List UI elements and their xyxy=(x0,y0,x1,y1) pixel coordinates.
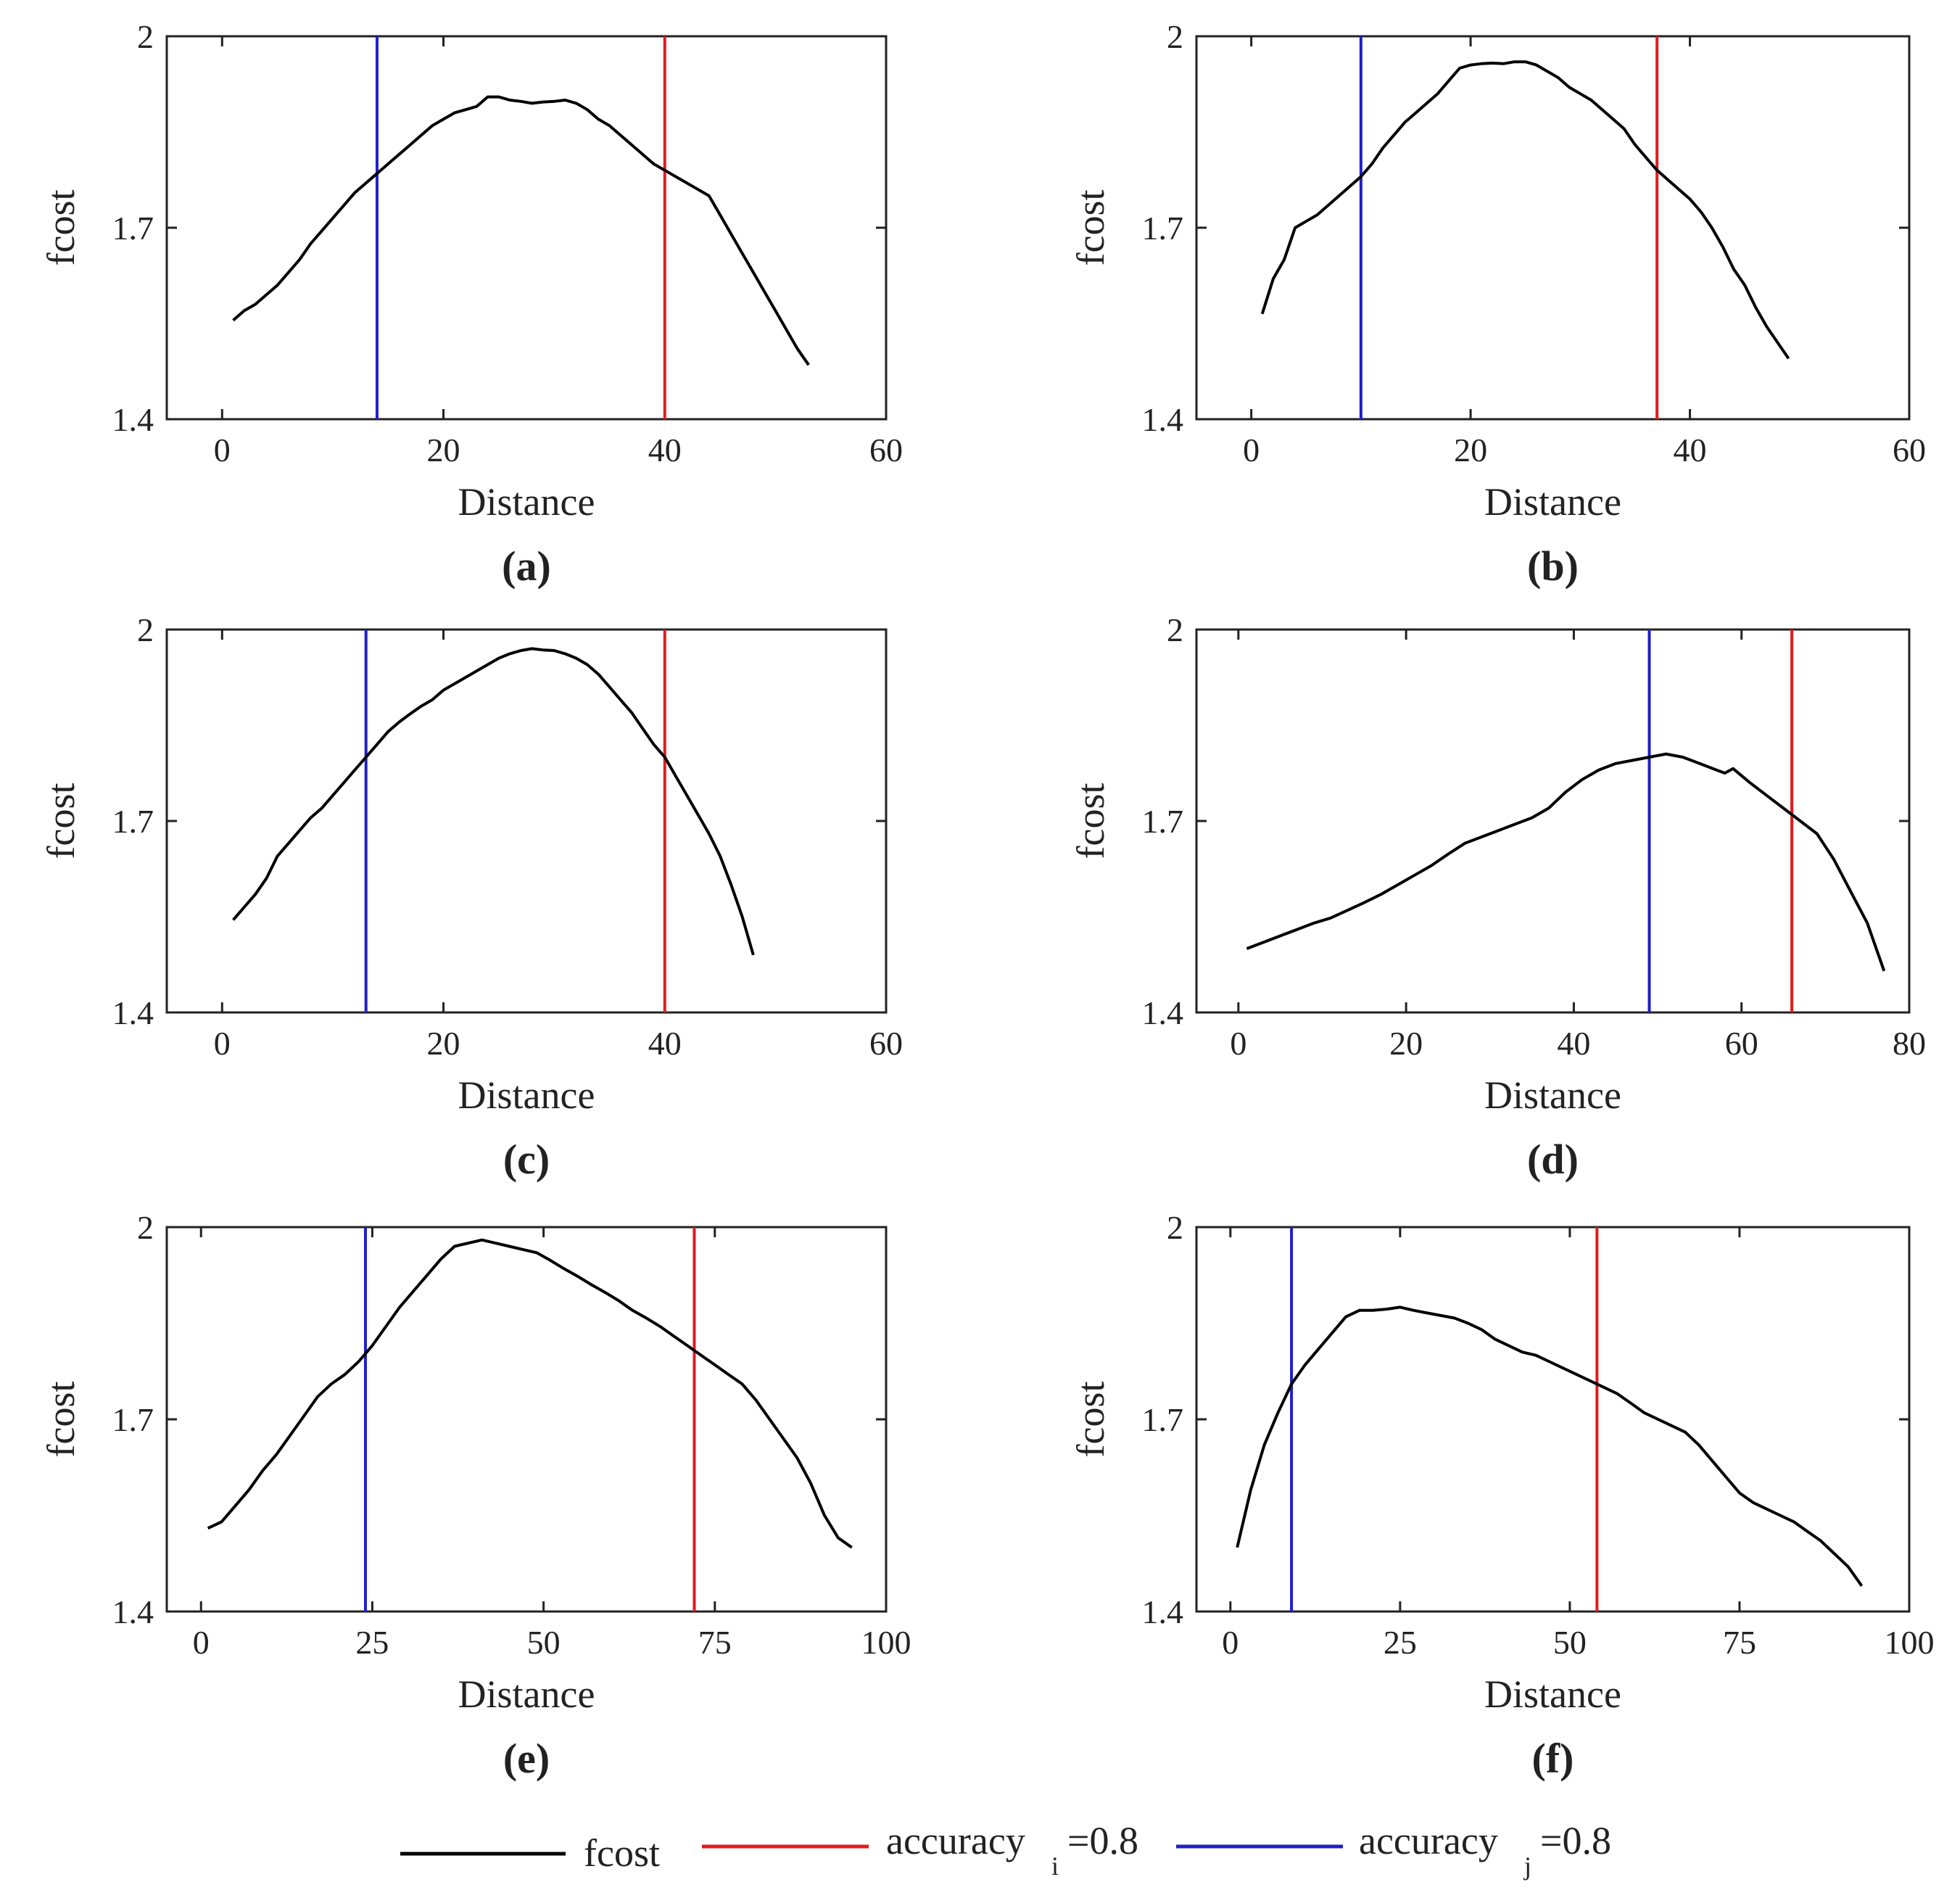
x-tick-label: 20 xyxy=(1389,1025,1423,1062)
y-axis-label: fcost xyxy=(1069,190,1112,266)
y-tick-label: 1.7 xyxy=(1142,803,1184,840)
x-tick-label: 50 xyxy=(1553,1624,1587,1661)
y-tick-label: 1.7 xyxy=(112,803,154,840)
y-tick-label: 1.7 xyxy=(112,1401,154,1438)
x-tick-label: 25 xyxy=(355,1624,389,1661)
y-tick-label: 1.4 xyxy=(112,1593,154,1630)
fcost-series-line xyxy=(207,1238,853,1549)
x-tick-label: 50 xyxy=(527,1624,561,1661)
x-tick-label: 100 xyxy=(861,1624,911,1661)
panel-label: (a) xyxy=(502,542,551,590)
axes-box xyxy=(165,1226,888,1613)
x-axis-label: Distance xyxy=(1484,480,1621,524)
x-tick-label: 0 xyxy=(1230,1025,1246,1062)
x-tick-label: 40 xyxy=(1674,432,1707,469)
x-tick-label: 100 xyxy=(1885,1624,1935,1661)
x-tick-label: 60 xyxy=(1893,432,1926,469)
axes-box xyxy=(1195,1226,1911,1613)
y-tick-label: 1.4 xyxy=(1142,1593,1184,1630)
y-tick-label: 2 xyxy=(1167,1209,1183,1246)
x-tick-label: 0 xyxy=(214,1025,231,1062)
y-tick-label: 2 xyxy=(1167,18,1183,55)
fcost-series-line xyxy=(1236,1305,1864,1587)
panel-label: (e) xyxy=(503,1735,550,1782)
x-tick-label: 20 xyxy=(427,432,460,469)
y-axis-label: fcost xyxy=(39,783,83,859)
x-axis-label: Distance xyxy=(1484,1073,1621,1117)
x-tick-label: 0 xyxy=(214,432,231,469)
y-axis-label: fcost xyxy=(1069,783,1112,859)
fcost-series-line xyxy=(1246,752,1886,972)
x-tick-label: 40 xyxy=(1557,1025,1590,1062)
x-tick-label: 60 xyxy=(869,1025,903,1062)
legend-accuracy-j-value: =0.8 xyxy=(1540,1819,1611,1862)
y-tick-label: 1.7 xyxy=(1142,210,1184,247)
panel-c: 0 20 40 60 1.4 1.7 2 Distance fcost (c) xyxy=(39,611,903,1183)
y-tick-label: 1.4 xyxy=(1142,994,1184,1031)
x-tick-label: 40 xyxy=(648,432,682,469)
legend-accuracy-j-subscript: j xyxy=(1523,1852,1531,1881)
panel-f: 0 25 50 75 100 1.4 1.7 2 Distance fcost (f) xyxy=(1069,1209,1935,1782)
legend: fcost accuracy i =0.8 accuracy j =0.8 xyxy=(400,1819,1611,1881)
axes-box xyxy=(1195,35,1911,421)
legend-accuracy-i-label: accuracy xyxy=(886,1819,1025,1862)
fcost-series-line xyxy=(232,647,755,956)
y-tick-label: 1.7 xyxy=(112,210,154,247)
y-axis-label: fcost xyxy=(39,190,83,266)
x-axis-label: Distance xyxy=(458,1672,595,1716)
x-axis-label: Distance xyxy=(1484,1672,1621,1716)
x-tick-label: 40 xyxy=(648,1025,682,1062)
y-tick-label: 1.7 xyxy=(1142,1401,1184,1438)
x-tick-label: 75 xyxy=(1723,1624,1756,1661)
x-tick-label: 0 xyxy=(193,1624,210,1661)
x-axis-label: Distance xyxy=(458,480,595,524)
panel-e: 0 25 50 75 100 1.4 1.7 2 Distance fcost (e) xyxy=(39,1209,911,1782)
x-tick-label: 20 xyxy=(427,1025,460,1062)
x-tick-label: 20 xyxy=(1454,432,1487,469)
x-tick-label: 0 xyxy=(1222,1624,1239,1661)
y-tick-label: 2 xyxy=(137,611,154,648)
panel-label: (c) xyxy=(503,1136,550,1183)
x-axis-label: Distance xyxy=(458,1073,595,1117)
y-tick-label: 2 xyxy=(137,18,154,55)
y-tick-label: 1.4 xyxy=(1142,401,1184,438)
legend-accuracy-j-label: accuracy xyxy=(1359,1819,1498,1862)
x-tick-label: 80 xyxy=(1893,1025,1926,1062)
axes-box xyxy=(165,35,888,421)
fcost-series-line xyxy=(1260,60,1790,360)
y-axis-label: fcost xyxy=(1069,1382,1112,1458)
x-tick-label: 0 xyxy=(1243,432,1260,469)
y-tick-label: 1.4 xyxy=(112,401,154,438)
fcost-series-line xyxy=(232,95,810,366)
y-axis-label: fcost xyxy=(39,1382,83,1458)
legend-accuracy-i-subscript: i xyxy=(1051,1852,1059,1881)
panel-d: 0 20 40 60 80 1.4 1.7 2 Distance fcost (d) xyxy=(1069,611,1926,1183)
x-tick-label: 75 xyxy=(698,1624,732,1661)
legend-accuracy-i-value: =0.8 xyxy=(1067,1819,1138,1862)
x-tick-label: 60 xyxy=(1725,1025,1758,1062)
x-tick-label: 60 xyxy=(869,432,903,469)
panel-a: 0 20 40 60 1.4 1.7 2 Distance fcost (a) xyxy=(39,18,903,590)
panel-label: (f) xyxy=(1532,1735,1574,1782)
axes-box xyxy=(165,628,888,1014)
y-tick-label: 1.4 xyxy=(112,994,154,1031)
panel-label: (d) xyxy=(1527,1136,1579,1183)
legend-fcost-label: fcost xyxy=(584,1831,660,1875)
panel-b: 0 20 40 60 1.4 1.7 2 Distance fcost (b) xyxy=(1069,18,1926,590)
y-tick-label: 2 xyxy=(137,1209,154,1246)
y-tick-label: 2 xyxy=(1167,611,1183,648)
x-tick-label: 25 xyxy=(1384,1624,1417,1661)
panel-label: (b) xyxy=(1527,542,1579,590)
